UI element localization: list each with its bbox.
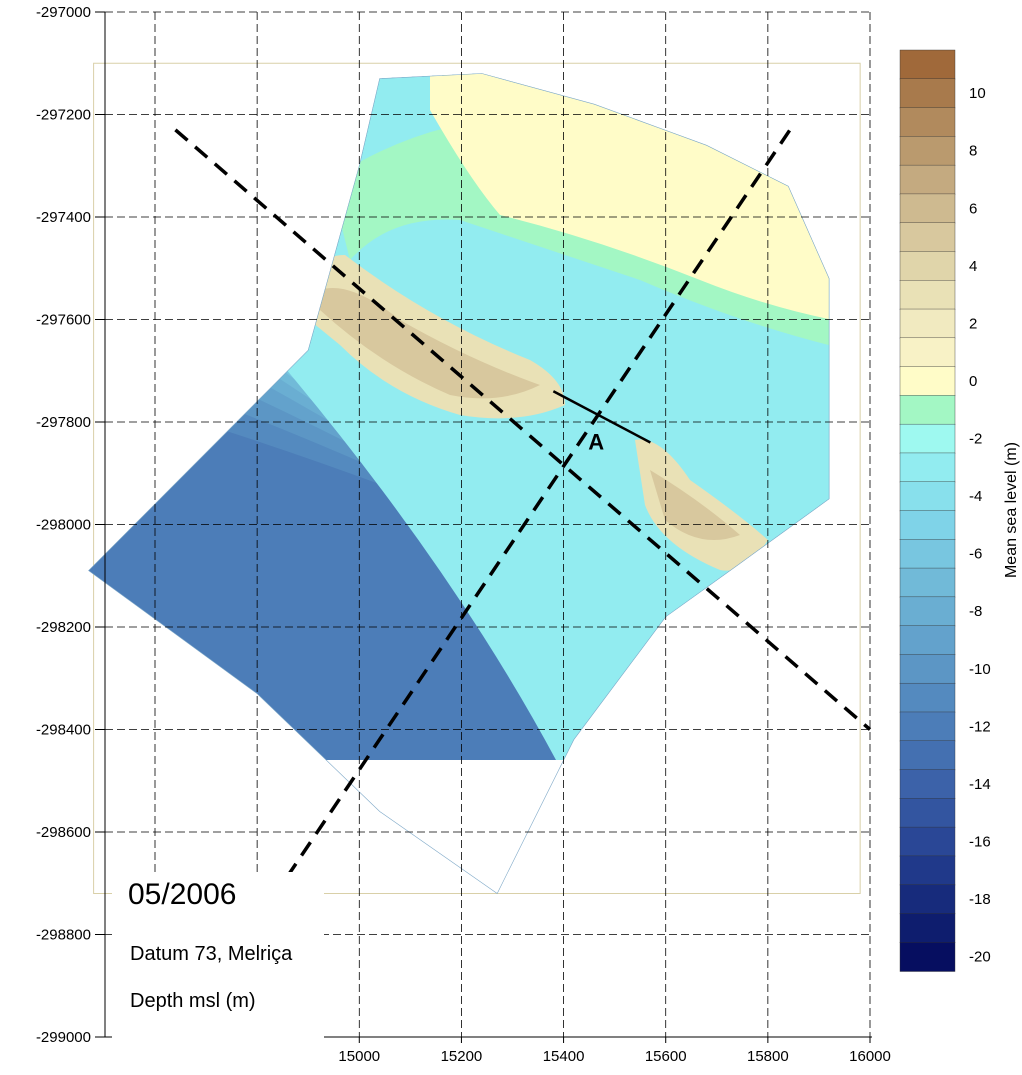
survey-outline — [88, 73, 830, 894]
y-tick-label: -297800 — [36, 414, 91, 431]
colorbar-swatch — [899, 280, 956, 310]
y-tick-label: -298800 — [36, 927, 91, 944]
colorbar-swatch — [899, 826, 956, 857]
colorbar-tick-label: -18 — [969, 891, 991, 908]
y-tick-label: -297400 — [36, 209, 91, 226]
x-tick-label: 15600 — [645, 1048, 687, 1065]
colorbar-swatch — [899, 251, 956, 281]
sand-bar-crest — [650, 470, 740, 540]
colorbar-swatch — [899, 49, 956, 80]
colorbar-swatch — [899, 798, 956, 828]
y-tick-label: -299000 — [36, 1029, 91, 1046]
colorbar-swatch — [899, 481, 956, 512]
y-tick-label: -297000 — [36, 4, 91, 21]
colorbar-tick-label: 6 — [969, 200, 977, 217]
y-tick-label: -297600 — [36, 312, 91, 329]
colorbar-swatch — [899, 596, 956, 627]
depth-label: Depth msl (m) — [130, 990, 256, 1012]
colorbar-swatch — [899, 366, 956, 397]
point-label-a: A — [588, 429, 604, 454]
colorbar-swatch — [899, 78, 956, 109]
colorbar-tick-label: -12 — [969, 718, 991, 735]
y-tick-label: -298200 — [36, 619, 91, 636]
x-tick-label: 15400 — [543, 1048, 585, 1065]
colorbar-swatch — [899, 107, 956, 138]
colorbar-tick-label: -2 — [969, 431, 982, 448]
colorbar: 10 8 6 4 2 0 -2 -4 -6 -8 -10 -12 -14 -16 -18 -20 Mean se… — [899, 49, 1020, 972]
colorbar-swatch — [899, 855, 956, 886]
depth-surface — [88, 73, 830, 760]
colorbar-swatch — [899, 654, 956, 684]
colorbar-swatch — [899, 452, 956, 483]
colorbar-tick-label: 10 — [969, 85, 986, 102]
colorbar-swatch — [899, 308, 956, 339]
colorbar-tick-label: -20 — [969, 949, 991, 966]
colorbar-swatch — [899, 539, 956, 569]
colorbar-swatch — [899, 136, 956, 166]
survey-date: 05/2006 — [128, 878, 237, 911]
colorbar-tick-label: -6 — [969, 546, 982, 563]
colorbar-swatch — [899, 164, 956, 195]
colorbar-swatch — [899, 942, 956, 972]
colorbar-tick-label: 0 — [969, 373, 977, 390]
colorbar-tick-label: 2 — [969, 315, 977, 332]
transect-line — [174, 128, 872, 731]
colorbar-swatch — [899, 682, 956, 713]
colorbar-swatch — [899, 395, 956, 425]
colorbar-title: Mean sea level (m) — [1003, 442, 1020, 578]
colorbar-swatch — [899, 913, 956, 943]
colorbar-tick-label: -8 — [969, 603, 982, 620]
x-tick-label: 16000 — [849, 1048, 891, 1065]
y-tick-label: -297200 — [36, 107, 91, 124]
colorbar-tick-label: 4 — [969, 258, 977, 275]
colorbar-tick-label: -16 — [969, 833, 991, 850]
colorbar-swatch — [899, 625, 956, 656]
colorbar-swatch — [899, 711, 956, 742]
y-tick-label: -298600 — [36, 824, 91, 841]
x-tick-label: 15000 — [338, 1048, 380, 1065]
colorbar-swatch — [899, 222, 956, 253]
annotation-box — [112, 872, 324, 1064]
x-tick-label: 15800 — [747, 1048, 789, 1065]
colorbar-tick-label: 8 — [969, 143, 977, 160]
colorbar-swatch — [899, 740, 956, 771]
colorbar-swatch — [899, 510, 956, 540]
datum-label: Datum 73, Melriça — [130, 943, 293, 965]
y-tick-label: -298400 — [36, 722, 91, 739]
colorbar-swatch — [899, 884, 956, 915]
y-tick-label: -298000 — [36, 517, 91, 534]
colorbar-swatch — [899, 423, 956, 454]
profile-line-a — [552, 390, 651, 444]
colorbar-swatch — [899, 193, 956, 224]
colorbar-swatch — [899, 769, 956, 800]
colorbar-tick-label: -10 — [969, 661, 991, 678]
x-tick-label: 15200 — [441, 1048, 483, 1065]
sand-bar-crest — [320, 288, 540, 399]
colorbar-tick-label: -4 — [969, 488, 982, 505]
colorbar-swatch — [899, 337, 956, 368]
colorbar-swatch — [899, 567, 956, 598]
survey-frame — [93, 62, 861, 894]
colorbar-tick-label: -14 — [969, 776, 991, 793]
